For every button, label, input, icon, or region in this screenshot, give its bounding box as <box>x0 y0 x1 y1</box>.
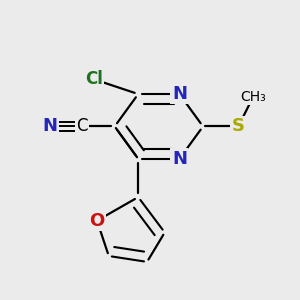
Text: O: O <box>89 212 105 230</box>
Text: N: N <box>172 85 187 103</box>
Text: N: N <box>42 117 57 135</box>
Text: N: N <box>172 150 187 168</box>
Text: S: S <box>232 117 245 135</box>
Text: CH₃: CH₃ <box>240 90 266 104</box>
Text: C: C <box>76 117 88 135</box>
Text: Cl: Cl <box>85 70 103 88</box>
